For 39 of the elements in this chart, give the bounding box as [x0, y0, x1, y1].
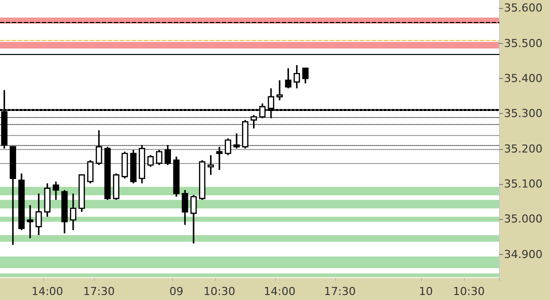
candlestick	[250, 114, 257, 130]
candlestick	[208, 154, 214, 176]
candlestick	[112, 172, 120, 201]
candlestick	[285, 68, 292, 90]
y-tick-label: 35.000	[504, 212, 542, 226]
candlestick	[276, 79, 283, 102]
candlestick	[302, 68, 309, 84]
y-tick-label: 35.100	[504, 178, 542, 191]
candlestick	[44, 182, 50, 218]
y-tick-label: 35.200	[504, 142, 542, 156]
candlestick	[52, 180, 60, 201]
candlestick	[216, 146, 223, 171]
candlestick	[36, 192, 42, 236]
candlestick	[294, 64, 300, 90]
y-tick-label: 35.600	[504, 2, 542, 15]
candlestick	[70, 192, 76, 231]
x-tick-label: 10:30	[453, 285, 485, 298]
x-tick-label: 17:30	[83, 285, 115, 298]
y-tick-label: 35.500	[504, 36, 542, 50]
y-tick-label: 34.900	[504, 248, 542, 261]
candlestick	[233, 132, 240, 150]
x-tick-label: 09	[169, 285, 184, 298]
y-tick-label: 35.400	[504, 72, 542, 85]
x-tick-label: 14:00	[264, 285, 296, 298]
candlestick	[164, 144, 171, 166]
candlestick	[190, 194, 197, 244]
candlestick	[26, 204, 34, 239]
candlestick	[147, 154, 154, 168]
candlestick	[224, 138, 232, 156]
candlestick	[156, 149, 162, 166]
y-tick-label: 35.300	[504, 107, 542, 120]
candlestick	[96, 129, 102, 166]
candlestick	[122, 150, 128, 180]
x-tick-label: 10:30	[204, 285, 236, 298]
x-tick-label: 10	[418, 285, 433, 298]
x-tick-label: 17:30	[324, 285, 356, 298]
x-tick-label: 14:00	[31, 285, 64, 298]
candlestick	[182, 189, 188, 226]
candlestick	[87, 159, 94, 184]
